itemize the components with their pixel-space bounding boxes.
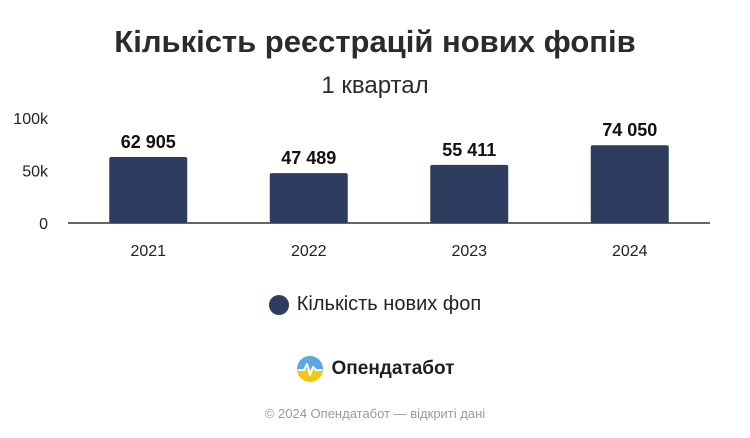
opendatabot-logo-icon (296, 356, 323, 382)
footer-copyright: © 2024 Опендатабот — відкриті дані (264, 406, 486, 421)
legend: Кількість нових фоп (0, 293, 750, 316)
y-tick-label: 100k (13, 111, 49, 128)
x-tick-label: 2023 (451, 243, 487, 260)
x-tick-label: 2024 (612, 243, 648, 260)
y-tick-label: 0 (39, 216, 48, 233)
bars-group: 62 905 47 489 55 411 74 050 (109, 120, 669, 223)
x-tick-label: 2022 (291, 243, 327, 260)
brand-name: Опендатабот (331, 358, 455, 379)
legend-label: Кількість нових фоп (296, 293, 482, 315)
bar-value-label: 62 905 (121, 132, 176, 152)
x-axis: 2021 2022 2023 2024 (130, 243, 647, 260)
bar (430, 164, 509, 223)
bar-value-label: 55 411 (442, 140, 496, 160)
bar-value-label: 74 050 (602, 120, 657, 140)
bar (590, 145, 669, 223)
bar (269, 173, 348, 223)
bar (109, 156, 188, 223)
y-tick-label: 50k (22, 164, 49, 181)
bar-value-label: 47 489 (281, 148, 336, 168)
brand: Опендатабот (0, 355, 750, 383)
legend-swatch (268, 294, 289, 315)
x-tick-label: 2021 (130, 243, 166, 260)
chart-subtitle: 1 квартал (321, 72, 429, 99)
chart-title: Кількість реєстрацій нових фопів (114, 24, 636, 59)
y-axis: 0 50k 100k (13, 111, 49, 233)
